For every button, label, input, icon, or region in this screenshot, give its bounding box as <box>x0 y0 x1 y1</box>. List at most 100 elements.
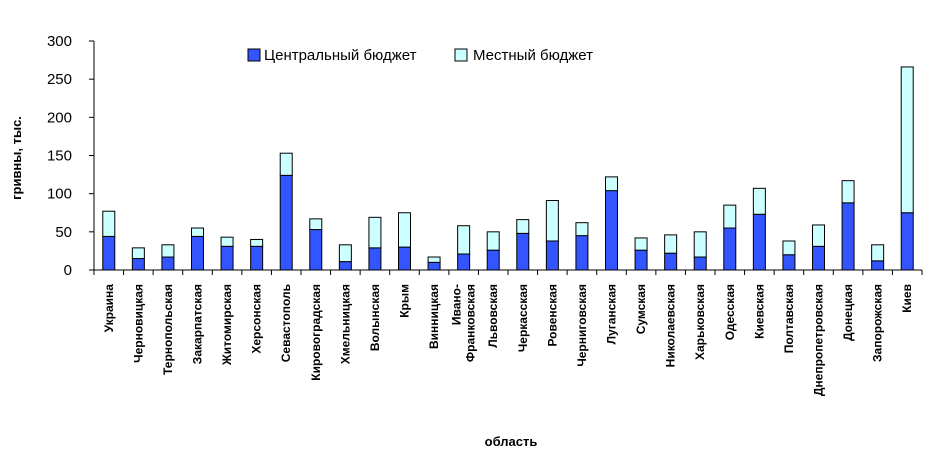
category-label: Сумская <box>634 284 648 334</box>
bar-local <box>871 244 885 262</box>
category-label: Винницкая <box>427 284 441 349</box>
bar-central <box>250 245 264 271</box>
bar-local <box>812 224 825 247</box>
bar-local <box>664 234 678 254</box>
category-label: Житомирская <box>220 284 234 366</box>
bar-central <box>398 246 411 271</box>
bar-local <box>723 204 737 229</box>
category-label: Кировоградская <box>309 284 323 381</box>
category-label: Ивано- <box>450 284 464 325</box>
category-label: Донецкая <box>841 284 855 341</box>
category-label: Львовская <box>486 284 500 348</box>
category-label: Волынская <box>368 284 382 351</box>
bar-local <box>457 225 471 255</box>
category-label: Луганская <box>605 284 619 344</box>
bar-central <box>457 253 471 271</box>
bar-central <box>664 252 678 271</box>
bar-central <box>605 190 618 271</box>
category-label: Закарпатская <box>191 284 205 364</box>
bar-central <box>131 258 145 271</box>
category-label: Киев <box>900 284 914 313</box>
bar-central <box>220 245 234 271</box>
bar-local <box>131 247 145 260</box>
bar-central <box>427 261 441 271</box>
bar-local <box>486 231 500 251</box>
category-label: Херсонская <box>250 284 264 354</box>
bar-central <box>545 240 559 271</box>
bar-central <box>368 247 382 271</box>
y-tick-label: 250 <box>47 71 72 88</box>
bar-central <box>338 261 352 271</box>
category-label: Николаевская <box>664 284 678 367</box>
bar-central <box>309 229 323 271</box>
category-label: Тернопольская <box>161 284 175 375</box>
bar-local <box>693 231 707 258</box>
category-label: Днепропетровская <box>812 284 826 396</box>
y-tick-label: 100 <box>47 186 72 203</box>
bar-local <box>398 212 411 248</box>
bar-local <box>191 227 204 237</box>
bar-central <box>279 174 293 271</box>
category-label: Украина <box>102 284 116 333</box>
category-label: Хмельницкая <box>338 284 352 364</box>
bar-local <box>900 66 914 214</box>
bar-local <box>634 237 648 251</box>
category-label: Крым <box>398 284 412 318</box>
bar-local <box>752 187 766 215</box>
bar-local <box>309 218 323 231</box>
bar-central <box>575 235 589 271</box>
bar-central <box>871 260 885 271</box>
y-tick-label: 0 <box>64 262 72 279</box>
bar-central <box>752 213 766 271</box>
bar-local <box>338 244 352 263</box>
y-tick-label: 150 <box>47 148 72 165</box>
bar-central <box>693 256 707 271</box>
bar-local <box>161 244 175 258</box>
bar-local <box>516 219 530 234</box>
bar-local <box>575 222 589 237</box>
category-label: Запорожская <box>871 284 885 362</box>
legend-swatch-central <box>247 48 261 62</box>
bar-central <box>516 232 530 271</box>
y-tick-label: 200 <box>47 109 72 126</box>
chart-labels: Украина Черновицкая Тернопольская Закарпатс… <box>102 284 914 396</box>
bar-central <box>191 235 204 271</box>
x-axis-title: область <box>485 434 538 449</box>
bar-central <box>812 245 825 271</box>
bar-central <box>634 249 648 271</box>
bar-local <box>102 210 116 237</box>
y-tick-label: 50 <box>55 224 72 241</box>
category-label: Севастополь <box>279 284 293 362</box>
legend-label-local: Местный бюджет <box>473 47 593 64</box>
chart-bars <box>102 66 914 271</box>
bar-local <box>545 200 559 242</box>
category-label: Полтавская <box>782 284 796 353</box>
bar-central <box>841 202 855 271</box>
category-label: Черниговская <box>575 284 589 367</box>
category-label: Черкасская <box>516 284 530 352</box>
category-label: Харьковская <box>693 284 707 360</box>
bar-local <box>427 256 441 263</box>
chart-legend: Центральный бюджет Местный бюджет <box>247 47 593 64</box>
category-label: Одесская <box>723 284 737 340</box>
category-label: Франковская <box>464 284 478 362</box>
bar-local <box>605 176 618 192</box>
y-tick-label: 300 <box>47 33 72 50</box>
category-label: Ровенская <box>545 284 559 347</box>
bar-central <box>486 249 500 271</box>
legend-swatch-local <box>454 48 468 62</box>
bar-central <box>782 254 796 271</box>
bar-central <box>102 235 116 271</box>
bar-central <box>161 256 175 271</box>
bar-central <box>723 227 737 271</box>
bar-local <box>841 180 855 204</box>
legend-label-central: Центральный бюджет <box>264 47 417 64</box>
bar-local <box>279 152 293 176</box>
bar-local <box>220 236 234 247</box>
bar-local <box>782 240 796 256</box>
bar-central <box>900 212 914 271</box>
bar-local <box>368 216 382 249</box>
category-label: Черновицкая <box>131 284 145 363</box>
category-label: Киевская <box>752 284 766 339</box>
